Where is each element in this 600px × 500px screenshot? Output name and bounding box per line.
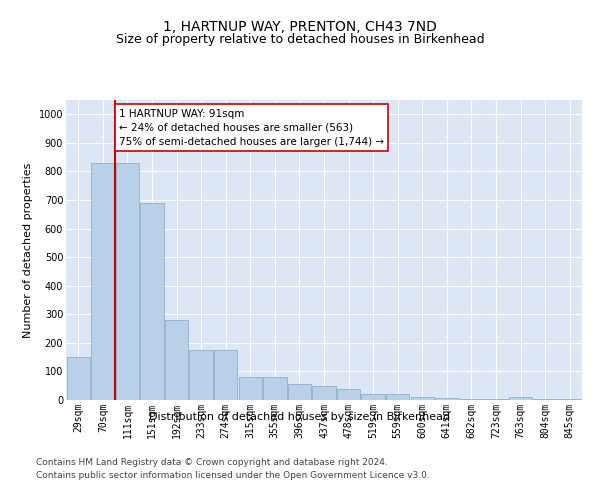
Y-axis label: Number of detached properties: Number of detached properties [23, 162, 33, 338]
Bar [410, 397, 434, 400]
Bar [116, 163, 139, 400]
Text: 1 HARTNUP WAY: 91sqm
← 24% of detached houses are smaller (563)
75% of semi-deta: 1 HARTNUP WAY: 91sqm ← 24% of detached h… [119, 108, 384, 146]
Bar [165, 320, 188, 400]
Bar [91, 163, 115, 400]
Bar [533, 398, 557, 400]
Bar [361, 394, 385, 400]
Bar [140, 203, 164, 400]
Bar [337, 388, 360, 400]
Bar [435, 398, 458, 400]
Text: Contains public sector information licensed under the Open Government Licence v3: Contains public sector information licen… [36, 472, 430, 480]
Bar [386, 394, 409, 400]
Bar [214, 350, 238, 400]
Bar [239, 377, 262, 400]
Text: Distribution of detached houses by size in Birkenhead: Distribution of detached houses by size … [149, 412, 451, 422]
Bar [509, 397, 532, 400]
Bar [263, 377, 287, 400]
Bar [288, 384, 311, 400]
Bar [67, 357, 90, 400]
Text: 1, HARTNUP WAY, PRENTON, CH43 7ND: 1, HARTNUP WAY, PRENTON, CH43 7ND [163, 20, 437, 34]
Text: Size of property relative to detached houses in Birkenhead: Size of property relative to detached ho… [116, 32, 484, 46]
Bar [190, 350, 213, 400]
Bar [460, 398, 483, 400]
Text: Contains HM Land Registry data © Crown copyright and database right 2024.: Contains HM Land Registry data © Crown c… [36, 458, 388, 467]
Bar [313, 386, 335, 400]
Bar [484, 398, 508, 400]
